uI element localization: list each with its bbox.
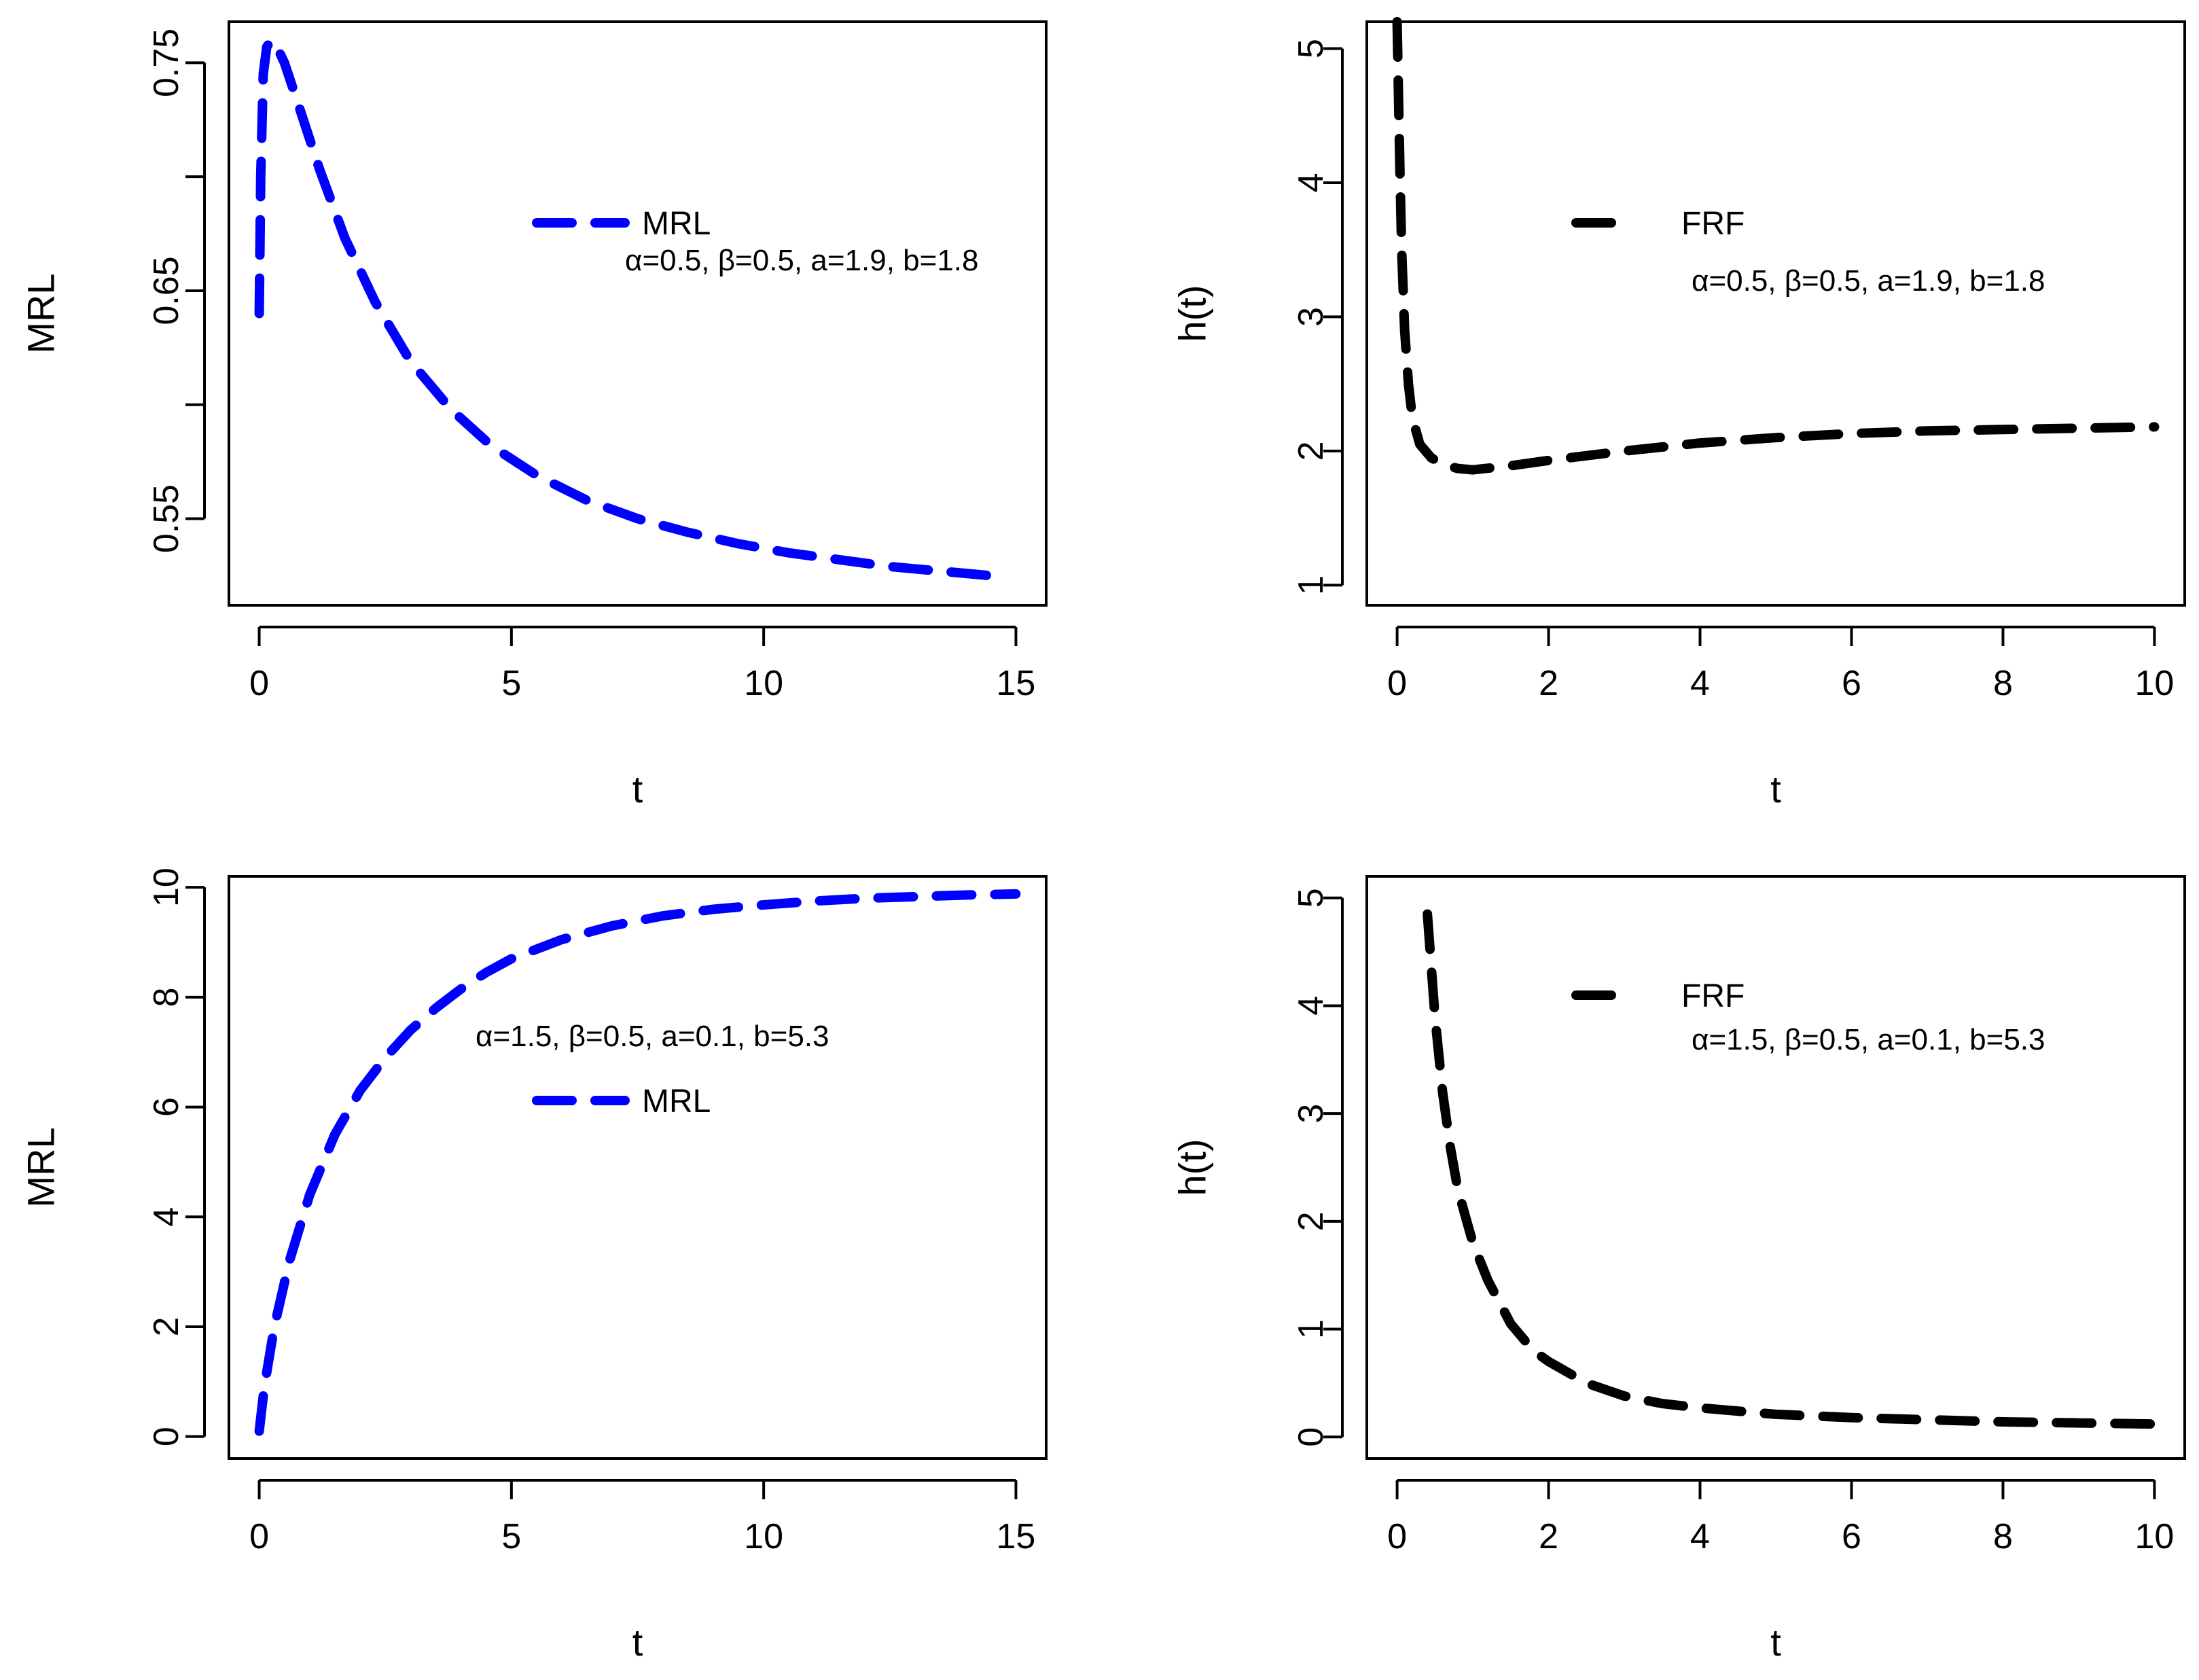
x-tick-label: 0	[1387, 664, 1407, 703]
y-tick-label: 5	[1291, 888, 1331, 908]
y-tick-label: 3	[1291, 307, 1331, 327]
y-tick-label: 1	[1291, 575, 1331, 595]
y-tick-label: 4	[1291, 173, 1331, 193]
x-tick-label: 8	[1993, 1517, 2013, 1556]
plot-frame	[228, 875, 1048, 1460]
y-tick-label: 2	[1291, 441, 1331, 461]
y-tick-label: 4	[1291, 996, 1331, 1016]
y-axis-label: h(t)	[1171, 1139, 1214, 1196]
x-tick-label: 15	[997, 1517, 1036, 1556]
y-tick-label: 2	[147, 1317, 186, 1337]
y-tick-label: 5	[1291, 39, 1331, 58]
y-tick-label: 0.65	[147, 256, 186, 325]
x-tick-label: 6	[1842, 664, 1861, 703]
x-tick-label: 6	[1842, 1517, 1861, 1556]
y-tick-label: 2	[1291, 1211, 1331, 1231]
y-axis-label: h(t)	[1171, 285, 1214, 342]
y-tick-label: 10	[147, 868, 186, 907]
y-tick-label: 0.75	[147, 29, 186, 97]
y-tick-label: 0	[1291, 1427, 1331, 1447]
y-axis-label: MRL	[20, 273, 62, 353]
y-axis-label: MRL	[20, 1127, 62, 1207]
y-tick-label: 0	[147, 1427, 186, 1446]
x-tick-label: 10	[2134, 1517, 2174, 1556]
x-axis-label: t	[632, 768, 643, 810]
x-tick-label: 0	[249, 664, 269, 703]
x-axis-label: t	[632, 1621, 643, 1664]
x-tick-label: 5	[501, 664, 521, 703]
x-tick-label: 0	[1387, 1517, 1407, 1556]
parameter-annotation: α=0.5, β=0.5, a=1.9, b=1.8	[1692, 264, 2045, 298]
x-tick-label: 15	[997, 664, 1036, 703]
series-line-frf	[1423, 909, 2160, 1429]
x-tick-label: 8	[1993, 664, 2013, 703]
plot-frame	[1365, 20, 2186, 607]
legend-label: MRL	[642, 1084, 711, 1120]
x-tick-label: 10	[744, 664, 783, 703]
panel-3: 0 5 10 15 0 2 4 6 8 10 t MRL MRL α=1.5, β=0.5, a=0.1,…	[20, 868, 1048, 1664]
panel-4: 0 2 4 6 8 10 0 1 2 3 4 5 t h(t) FRF α=1.5, β=0.5, a=0.1…	[1171, 875, 2186, 1664]
x-tick-label: 4	[1690, 1517, 1710, 1556]
parameter-annotation: α=0.5, β=0.5, a=1.9, b=1.8	[625, 244, 978, 277]
parameter-annotation: α=1.5, β=0.5, a=0.1, b=5.3	[1692, 1023, 2045, 1056]
legend-label: FRF	[1681, 206, 1745, 242]
x-tick-label: 10	[744, 1517, 783, 1556]
legend-label: FRF	[1681, 978, 1745, 1014]
x-tick-label: 10	[2134, 664, 2174, 703]
plot-frame	[1365, 875, 2186, 1460]
x-tick-label: 0	[249, 1517, 269, 1556]
series-line-frf	[1392, 17, 2160, 475]
y-tick-label: 8	[147, 987, 186, 1007]
x-tick-label: 5	[501, 1517, 521, 1556]
y-tick-label: 3	[1291, 1104, 1331, 1124]
x-tick-label: 4	[1690, 664, 1710, 703]
x-axis-label: t	[1770, 768, 1781, 810]
y-tick-label: 4	[147, 1207, 186, 1227]
y-tick-label: 6	[147, 1097, 186, 1117]
y-tick-label: 0.55	[147, 484, 186, 553]
parameter-annotation: α=1.5, β=0.5, a=0.1, b=5.3	[476, 1020, 829, 1053]
y-tick-label: 1	[1291, 1319, 1331, 1339]
x-axis-label: t	[1770, 1621, 1781, 1664]
series-line-mrl	[254, 889, 1021, 1436]
x-tick-label: 2	[1539, 664, 1558, 703]
legend-label: MRL	[642, 206, 711, 242]
plot-frame	[228, 20, 1048, 607]
x-tick-label: 2	[1539, 1517, 1558, 1556]
series-line-mrl	[254, 35, 996, 581]
